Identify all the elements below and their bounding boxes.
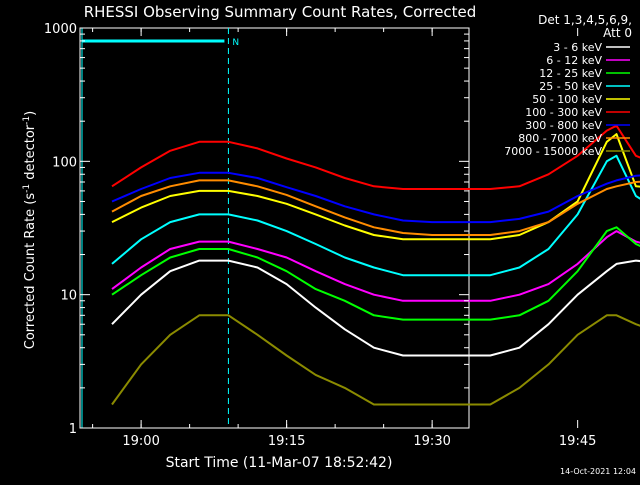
legend-label: 6 - 12 keV <box>546 54 602 67</box>
legend-label: 7000 - 15000 keV <box>504 145 602 158</box>
y-axis-label: Corrected Count Rate (s-1 detector-1) <box>22 111 38 349</box>
series-line-4 <box>111 133 640 241</box>
axis-ticks: 19:0019:1519:3019:4520:0020:1520:3011010… <box>44 22 596 449</box>
series-line-1 <box>111 230 640 302</box>
series-line-6 <box>111 171 640 224</box>
series-line-2 <box>111 226 640 321</box>
timestamp: 14-Oct-2021 12:04 <box>560 467 636 476</box>
chart-title: RHESSI Observing Summary Count Rates, Co… <box>84 3 477 21</box>
x-tick-label: 19:00 <box>122 434 159 449</box>
series-line-8 <box>111 314 640 406</box>
legend-label: 800 - 7000 keV <box>518 132 602 145</box>
series-line-7 <box>111 179 640 236</box>
series-line-0 <box>111 259 640 357</box>
series-layer <box>111 124 640 406</box>
legend-label: 100 - 300 keV <box>525 106 602 119</box>
night-label: N <box>232 38 239 48</box>
legend-label: 12 - 25 keV <box>539 67 602 80</box>
y-tick-label: 1000 <box>44 22 77 37</box>
y-tick-label: 100 <box>52 155 77 170</box>
plot-border <box>79 27 470 429</box>
legend-label: 50 - 100 keV <box>532 93 602 106</box>
x-tick-label: 19:30 <box>413 434 450 449</box>
series-line-5 <box>111 124 640 190</box>
orbit-annotations: N <box>81 28 239 428</box>
series-line-3 <box>111 154 640 277</box>
y-tick-label: 1 <box>69 422 77 437</box>
legend-label: 25 - 50 keV <box>539 80 602 93</box>
legend-label: 300 - 800 keV <box>525 119 602 132</box>
legend-header-line1: Det 1,3,4,5,6,9, <box>538 13 632 27</box>
legend-label: 3 - 6 keV <box>553 41 602 54</box>
x-tick-label: 19:45 <box>559 434 596 449</box>
x-tick-label: 19:15 <box>268 434 305 449</box>
plot-frame <box>79 27 470 429</box>
y-tick-label: 10 <box>60 289 77 304</box>
legend-header-line2: Att 0 <box>603 26 632 40</box>
x-axis-label: Start Time (11-Mar-07 18:52:42) <box>166 455 393 471</box>
